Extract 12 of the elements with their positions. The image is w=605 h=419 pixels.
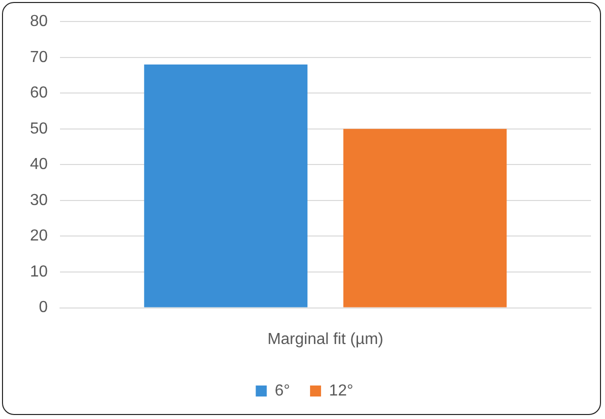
legend-label: 6° (274, 382, 290, 400)
y-tick-label: 50 (30, 120, 48, 138)
y-tick-label: 40 (30, 156, 48, 174)
y-tick-label: 10 (30, 263, 48, 280)
y-tick-label: 60 (30, 84, 48, 102)
x-tick-label: Marginal fit (µm) (267, 330, 384, 348)
y-tick-label: 30 (30, 192, 48, 209)
legend-label: 12° (329, 382, 354, 400)
y-tick-label: 80 (30, 13, 48, 30)
y-tick-label: 70 (30, 48, 48, 66)
y-tick-label: 0 (38, 299, 48, 316)
y-tick-label: 20 (30, 228, 48, 245)
